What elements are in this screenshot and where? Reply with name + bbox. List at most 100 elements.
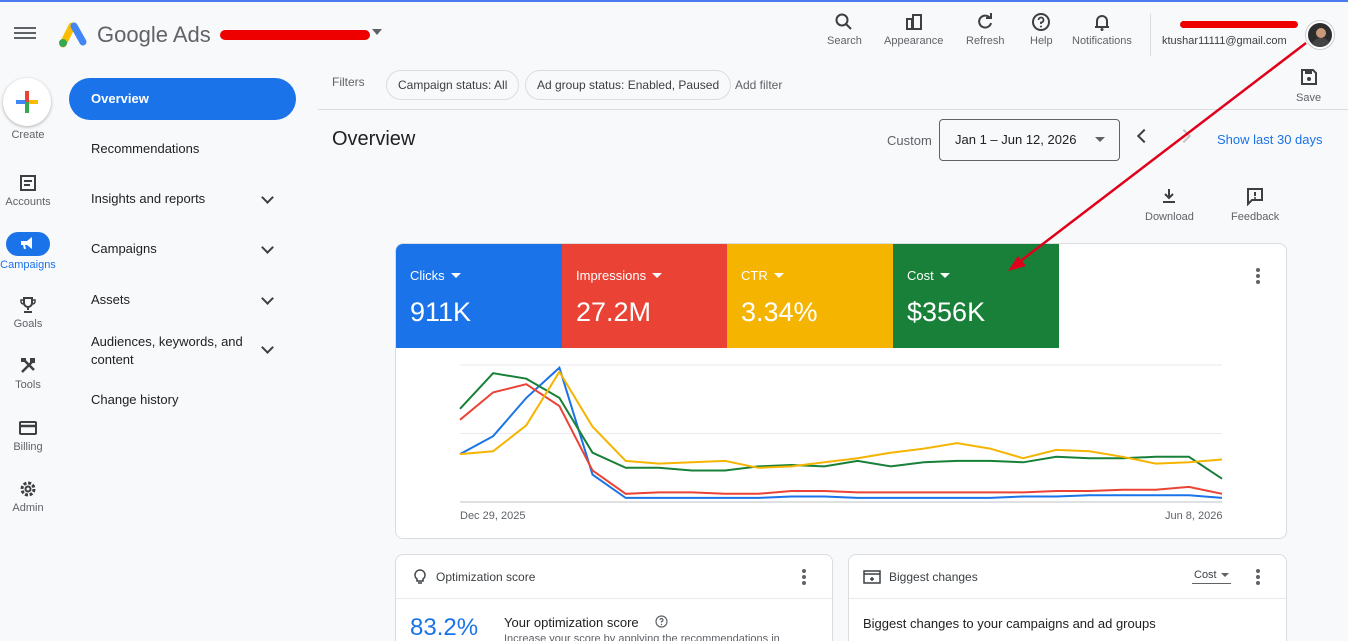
rail-item-tools[interactable]: Tools bbox=[0, 356, 56, 391]
header-divider bbox=[1150, 14, 1151, 56]
admin-icon bbox=[20, 481, 36, 497]
nav-item-assets[interactable]: Assets bbox=[69, 292, 296, 307]
nav-item-recommendations[interactable]: Recommendations bbox=[69, 141, 296, 156]
help-icon[interactable] bbox=[655, 615, 668, 628]
optimization-score-value: 83.2% bbox=[410, 614, 479, 641]
rail-item-billing[interactable]: Billing bbox=[0, 418, 56, 453]
avatar[interactable] bbox=[1306, 21, 1334, 49]
tool-label: Refresh bbox=[966, 35, 1005, 47]
date-range-value: Jan 1 – Jun 12, 2026 bbox=[955, 132, 1077, 147]
redaction-mark bbox=[1180, 21, 1298, 28]
appearance-tool[interactable]: Appearance bbox=[884, 12, 943, 47]
nav-item-campaigns[interactable]: Campaigns bbox=[69, 241, 296, 256]
metric-label: CTR bbox=[741, 267, 879, 285]
chart-series-line-3 bbox=[459, 369, 1223, 469]
lightbulb-icon bbox=[414, 569, 426, 584]
chevron-down-icon bbox=[261, 241, 274, 254]
next-period-button[interactable] bbox=[1176, 128, 1192, 144]
redaction-mark bbox=[220, 30, 370, 40]
chart-x-start-label: Dec 29, 2025 bbox=[460, 510, 526, 522]
trophy-icon bbox=[20, 297, 36, 313]
rail-label: Accounts bbox=[5, 196, 51, 208]
help-tool[interactable]: Help bbox=[1030, 12, 1053, 47]
tool-label: Notifications bbox=[1072, 35, 1132, 47]
rail-item-accounts[interactable]: Accounts bbox=[0, 173, 56, 208]
nav-label: Change history bbox=[91, 392, 179, 407]
account-dropdown-icon[interactable] bbox=[372, 29, 382, 35]
biggest-changes-heading: Biggest changes to your campaigns and ad… bbox=[863, 616, 1156, 631]
card-title: Optimization score bbox=[436, 570, 536, 584]
metric-cost[interactable]: Cost $356K bbox=[893, 244, 1059, 348]
card-divider bbox=[849, 598, 1286, 599]
campaign-status-chip[interactable]: Campaign status: All bbox=[386, 70, 520, 100]
feedback-button[interactable]: Feedback bbox=[1231, 186, 1279, 223]
feedback-icon bbox=[1247, 188, 1264, 206]
save-icon bbox=[1300, 69, 1317, 85]
download-button[interactable]: Download bbox=[1145, 186, 1194, 223]
refresh-icon bbox=[978, 13, 993, 29]
filters-divider bbox=[318, 109, 1348, 110]
date-custom-label: Custom bbox=[887, 133, 932, 148]
chart-series-line-0 bbox=[459, 365, 1223, 499]
accounts-icon bbox=[20, 175, 36, 191]
rail-create-label: Create bbox=[11, 129, 45, 141]
nav-label: Audiences, keywords, and content bbox=[91, 334, 243, 367]
nav-item-audiences[interactable]: Audiences, keywords, and content bbox=[69, 333, 296, 369]
changes-icon bbox=[863, 570, 881, 584]
billing-icon bbox=[19, 421, 37, 435]
show-last-30-days-link[interactable]: Show last 30 days bbox=[1217, 132, 1323, 147]
metric-label: Impressions bbox=[576, 267, 714, 285]
chevron-down-icon bbox=[261, 191, 274, 204]
performance-card: Clicks 911K Impressions 27.2M CTR 3.34% … bbox=[395, 243, 1287, 539]
chart-series-line-1 bbox=[459, 383, 1223, 495]
search-tool[interactable]: Search bbox=[827, 12, 862, 47]
tool-label: Appearance bbox=[884, 35, 944, 47]
download-icon bbox=[1163, 189, 1176, 203]
biggest-changes-card: Biggest changes Cost Biggest changes to … bbox=[848, 554, 1287, 641]
metric-ctr[interactable]: CTR 3.34% bbox=[727, 244, 893, 348]
refresh-tool[interactable]: Refresh bbox=[966, 12, 1005, 47]
rail-item-goals[interactable]: Goals bbox=[0, 295, 56, 330]
more-options-icon[interactable] bbox=[1256, 268, 1260, 286]
rail-label: Tools bbox=[15, 379, 41, 391]
optimization-heading: Your optimization score bbox=[504, 615, 639, 630]
metric-value: $356K bbox=[907, 297, 986, 327]
chart-series-line-2 bbox=[459, 372, 1223, 480]
chevron-down-icon bbox=[261, 341, 274, 354]
performance-chart bbox=[459, 364, 1223, 503]
save-label: Save bbox=[1296, 92, 1322, 104]
metric-clicks[interactable]: Clicks 911K bbox=[396, 244, 562, 348]
optimization-score-card: Optimization score 83.2% Your optimizati… bbox=[395, 554, 833, 641]
chart-x-end-label: Jun 8, 2026 bbox=[1165, 510, 1223, 522]
save-button[interactable]: Save bbox=[1296, 67, 1321, 104]
bell-icon bbox=[1094, 15, 1109, 31]
nav-item-change-history[interactable]: Change history bbox=[69, 392, 296, 407]
feedback-label: Feedback bbox=[1231, 211, 1280, 223]
menu-icon[interactable] bbox=[14, 24, 36, 46]
metric-value: 27.2M bbox=[576, 297, 652, 327]
ad-group-status-chip[interactable]: Ad group status: Enabled, Paused bbox=[525, 70, 732, 100]
notifications-tool[interactable]: Notifications bbox=[1072, 12, 1132, 47]
rail-label: Admin bbox=[12, 502, 44, 514]
search-icon bbox=[835, 13, 853, 30]
nav-item-overview[interactable]: Overview bbox=[69, 78, 296, 120]
nav-label: Recommendations bbox=[91, 141, 200, 156]
rail-item-campaigns[interactable]: Campaigns bbox=[0, 232, 56, 271]
plus-icon bbox=[16, 91, 38, 113]
create-button[interactable] bbox=[3, 78, 51, 126]
add-filter-button[interactable]: Add filter bbox=[735, 78, 783, 92]
tool-label: Search bbox=[827, 35, 862, 47]
more-options-icon[interactable] bbox=[1256, 569, 1260, 587]
date-range-select[interactable]: Jan 1 – Jun 12, 2026 bbox=[939, 119, 1120, 161]
metric-impressions[interactable]: Impressions 27.2M bbox=[562, 244, 728, 348]
brand-name: Google Ads bbox=[97, 22, 211, 47]
more-options-icon[interactable] bbox=[802, 569, 806, 587]
rail-item-admin[interactable]: Admin bbox=[0, 479, 56, 514]
cost-select[interactable]: Cost bbox=[1192, 569, 1231, 584]
rail-label: Goals bbox=[13, 318, 43, 330]
nav-label: Assets bbox=[91, 292, 131, 307]
previous-period-button[interactable] bbox=[1136, 128, 1152, 144]
nav-item-insights[interactable]: Insights and reports bbox=[69, 191, 296, 206]
rail-label: Campaigns bbox=[0, 259, 56, 271]
filters-label: Filters bbox=[332, 75, 365, 89]
